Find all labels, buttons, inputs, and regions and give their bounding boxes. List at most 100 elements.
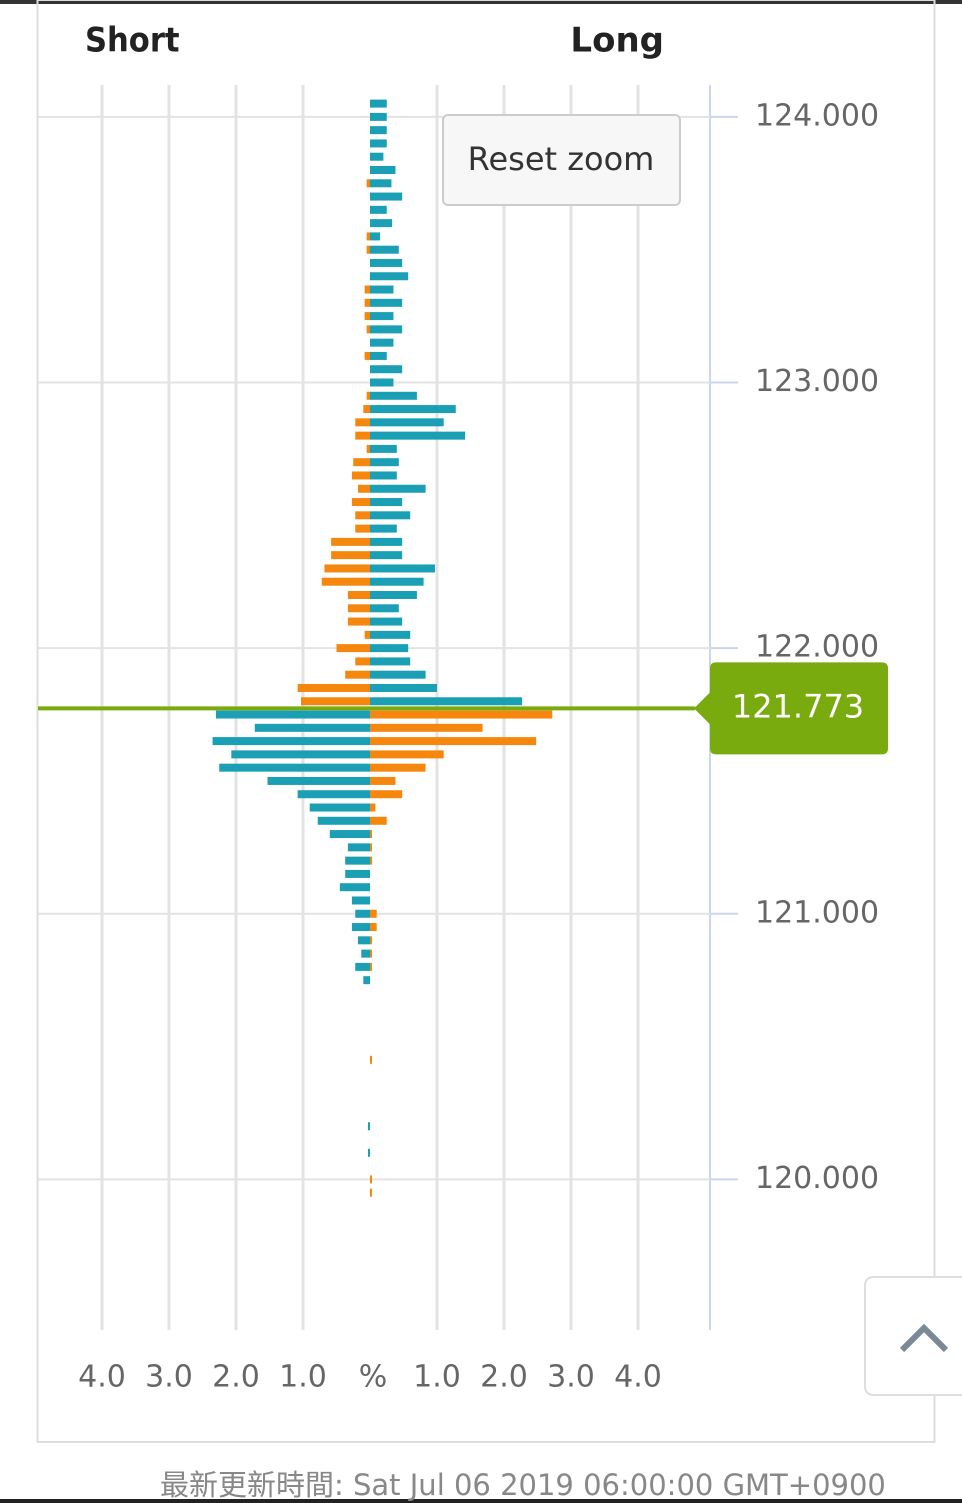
bar <box>370 564 435 573</box>
overlay: 121.773 <box>38 662 888 755</box>
bar <box>370 803 376 812</box>
bar <box>355 431 370 440</box>
bar <box>370 378 394 387</box>
bar <box>370 126 387 135</box>
bar <box>317 816 370 825</box>
bar <box>366 232 370 241</box>
bar <box>345 856 370 865</box>
bar <box>370 591 417 600</box>
bar <box>353 458 370 467</box>
bar <box>366 444 370 453</box>
scroll-top-icon[interactable] <box>899 1323 949 1353</box>
bar <box>212 737 370 746</box>
bar <box>254 723 370 732</box>
bar <box>355 524 370 533</box>
reset-zoom-button[interactable]: Reset zoom <box>442 114 681 206</box>
bar <box>370 657 411 666</box>
bar <box>370 962 373 971</box>
bar <box>345 869 370 878</box>
bar <box>370 312 394 321</box>
bar <box>370 351 387 360</box>
bar <box>370 484 426 493</box>
bar <box>370 365 403 374</box>
bar <box>370 723 483 732</box>
bar <box>370 670 426 679</box>
bar <box>370 405 456 414</box>
bar <box>370 232 381 241</box>
bar <box>370 285 394 294</box>
bar <box>219 763 370 772</box>
bar <box>370 444 397 453</box>
bar <box>355 511 370 520</box>
x-tick-label: 1.0 <box>413 1360 461 1395</box>
bar <box>370 1175 373 1184</box>
bar <box>367 1148 370 1157</box>
bar <box>370 949 373 958</box>
bar <box>345 670 370 679</box>
bar <box>370 936 373 945</box>
bar <box>370 1188 373 1197</box>
bar <box>361 949 370 958</box>
bar <box>364 312 370 321</box>
bar <box>351 498 370 507</box>
footer: 最新更新時間: Sat Jul 06 2019 06:00:00 GMT+090… <box>160 1468 886 1502</box>
bar <box>324 564 370 573</box>
bar <box>370 710 553 719</box>
bar <box>351 896 370 905</box>
bottom-border <box>0 1499 962 1503</box>
bar <box>370 750 444 759</box>
bar <box>351 923 370 932</box>
reset-zoom-box[interactable] <box>442 114 681 206</box>
bar <box>370 258 403 267</box>
bar <box>370 139 387 148</box>
bar <box>347 604 370 613</box>
bar <box>357 936 370 945</box>
bar <box>366 391 370 400</box>
bar <box>370 99 387 108</box>
y-tick-label: 121.000 <box>755 895 879 930</box>
bar <box>370 683 437 692</box>
bar <box>370 776 396 785</box>
bar <box>370 112 387 121</box>
bar <box>370 166 396 175</box>
bar <box>370 697 523 706</box>
bar <box>355 909 370 918</box>
bar <box>370 830 373 839</box>
x-tick-label: 1.0 <box>279 1360 327 1395</box>
bar <box>370 205 387 214</box>
bar <box>370 192 403 201</box>
bar <box>370 471 397 480</box>
bar <box>370 524 397 533</box>
bar <box>370 816 387 825</box>
bar <box>370 763 426 772</box>
reset-zoom-label[interactable]: Reset zoom <box>468 140 655 178</box>
bar <box>370 577 424 586</box>
bar <box>355 962 370 971</box>
bar <box>364 298 370 307</box>
bar <box>370 790 403 799</box>
y-tick-label: 124.000 <box>755 98 879 133</box>
bars <box>212 99 553 1197</box>
x-tick-label: 3.0 <box>547 1360 595 1395</box>
x-tick-label: 3.0 <box>145 1360 193 1395</box>
bar <box>231 750 370 759</box>
bar <box>357 484 370 493</box>
current-price-callout <box>694 662 888 755</box>
bar <box>215 710 370 719</box>
bar <box>339 883 370 892</box>
bar <box>331 537 370 546</box>
bar <box>366 245 370 254</box>
bar <box>364 630 370 639</box>
bar <box>370 856 373 865</box>
x-axis-label: % <box>359 1360 388 1395</box>
bar <box>355 657 370 666</box>
bar <box>370 179 392 188</box>
bar <box>370 325 403 334</box>
bar <box>370 923 377 932</box>
bar <box>370 537 403 546</box>
x-tick-label: 4.0 <box>78 1360 126 1395</box>
bar <box>366 179 370 188</box>
scroll-top-button[interactable] <box>864 1276 962 1396</box>
bar <box>370 644 409 653</box>
x-tick-label: 2.0 <box>480 1360 528 1395</box>
